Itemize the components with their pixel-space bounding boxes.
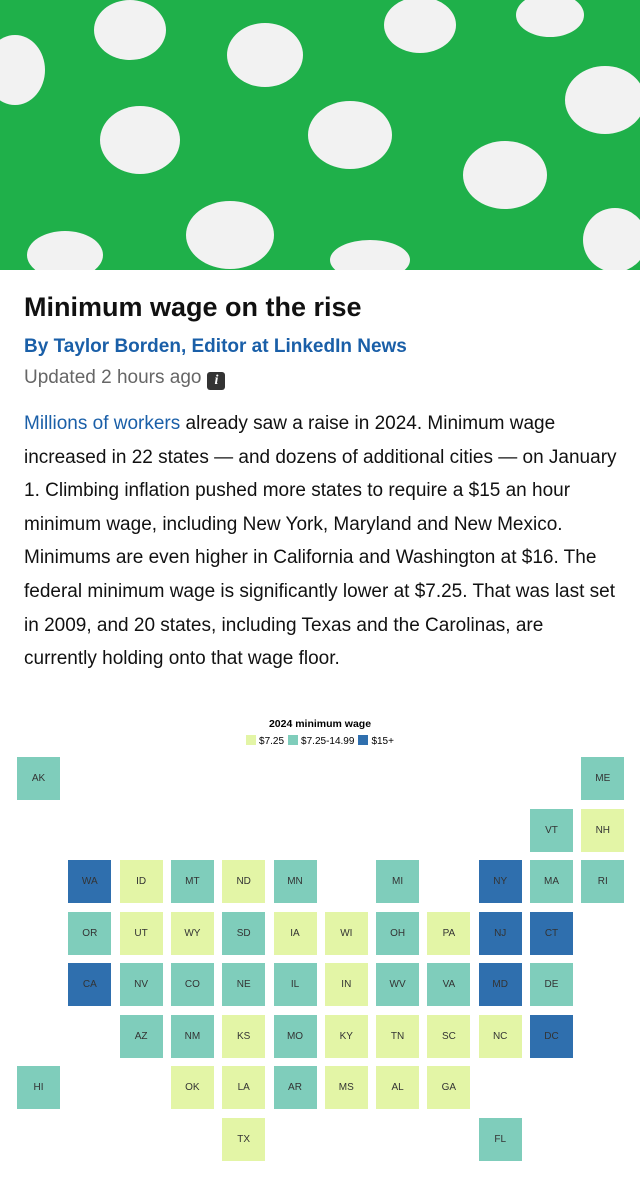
state-tile: ND xyxy=(222,860,266,903)
state-tile: TX xyxy=(222,1117,266,1161)
state-tile: NH xyxy=(581,808,625,852)
state-tile: AL xyxy=(376,1066,420,1109)
state-tile: NM xyxy=(170,1014,214,1058)
state-tile: UT xyxy=(119,911,163,955)
article-body: Millions of workers already saw a raise … xyxy=(24,407,620,676)
state-tile: MN xyxy=(273,860,317,903)
legend-item: $7.25 xyxy=(246,735,284,747)
state-tile: CA xyxy=(68,963,112,1006)
state-tile: TN xyxy=(376,1014,420,1058)
legend-label: $7.25-14.99 xyxy=(301,736,355,747)
state-tile: MI xyxy=(376,860,420,903)
state-tile: WY xyxy=(170,911,214,955)
updated-text: Updated 2 hours ago xyxy=(24,367,202,388)
updated: Updated 2 hours ago i xyxy=(24,367,226,390)
state-tile: WV xyxy=(376,963,420,1006)
state-tile: WI xyxy=(324,911,368,955)
state-tile: MS xyxy=(324,1066,368,1109)
state-tile: NC xyxy=(478,1014,522,1058)
state-tile: NE xyxy=(222,963,266,1006)
state-tile: OH xyxy=(376,911,420,955)
state-tile: CT xyxy=(530,911,573,955)
state-tile: AK xyxy=(17,757,60,800)
info-icon[interactable]: i xyxy=(207,372,226,390)
link[interactable]: Millions of workers xyxy=(24,413,181,434)
map-title: 2024 minimum wage xyxy=(268,718,372,730)
state-tile: RI xyxy=(581,860,625,903)
state-tile: NV xyxy=(119,963,163,1006)
legend-swatch xyxy=(358,735,369,745)
state-tile: SD xyxy=(222,911,266,955)
state-tile: PA xyxy=(427,911,471,955)
state-tile: SC xyxy=(427,1014,471,1058)
state-tile: NY xyxy=(478,860,522,903)
hero-image xyxy=(0,0,640,270)
state-tile: MT xyxy=(170,860,214,903)
legend: $7.25 $7.25-14.99 $15+ xyxy=(0,735,640,747)
legend-item: $15+ xyxy=(358,735,394,747)
state-tile: DC xyxy=(530,1014,573,1058)
state-tile: MA xyxy=(530,860,573,903)
legend-label: $15+ xyxy=(371,736,394,747)
state-tile: OK xyxy=(170,1066,214,1109)
legend-label: $7.25 xyxy=(259,736,285,747)
state-tile: OR xyxy=(68,911,112,955)
state-tile: LA xyxy=(222,1066,266,1109)
state-tile: KS xyxy=(222,1014,266,1058)
legend-swatch xyxy=(288,735,299,745)
state-tile: ID xyxy=(119,860,163,903)
title: Minimum wage on the rise xyxy=(24,292,362,322)
state-tile: MO xyxy=(273,1014,317,1058)
state-tile: IN xyxy=(324,963,368,1006)
byline[interactable]: By Taylor Borden, Editor at LinkedIn New… xyxy=(24,336,407,357)
state-tile: HI xyxy=(17,1066,60,1109)
state-tile: IA xyxy=(273,911,317,955)
state-tile: WA xyxy=(68,860,112,903)
state-tile: VA xyxy=(427,963,471,1006)
state-tile: DE xyxy=(530,963,573,1006)
state-tile: KY xyxy=(324,1014,368,1058)
state-tile: GA xyxy=(427,1066,471,1109)
state-tile: AR xyxy=(273,1066,317,1109)
state-tile: ME xyxy=(581,757,625,800)
state-tile: FL xyxy=(478,1117,522,1161)
state-tile: MD xyxy=(478,963,522,1006)
state-tile: NJ xyxy=(478,911,522,955)
state-tile: AZ xyxy=(119,1014,163,1058)
body-text: already saw a raise in 2024. Minimum wag… xyxy=(24,413,617,670)
state-tile: CO xyxy=(170,963,214,1006)
state-tile: VT xyxy=(530,808,573,852)
legend-item: $7.25-14.99 xyxy=(288,735,354,747)
legend-swatch xyxy=(246,735,257,745)
state-tile: IL xyxy=(273,963,317,1006)
